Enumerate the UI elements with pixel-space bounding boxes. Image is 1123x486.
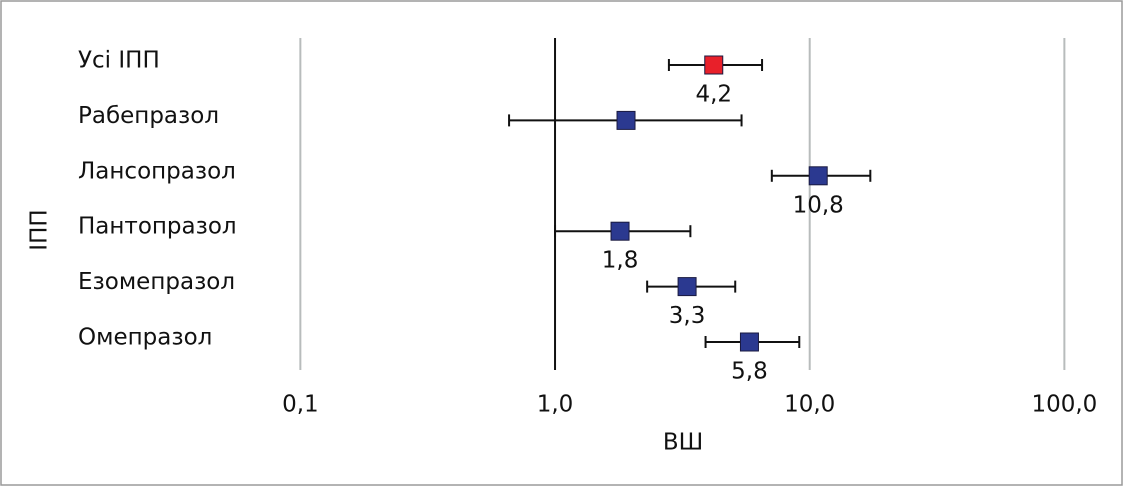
category-label: Лансопразол — [78, 158, 236, 184]
x-tick-label: 0,1 — [282, 392, 319, 418]
category-label: Усі ІПП — [78, 48, 160, 74]
x-axis-label: ВШ — [663, 430, 703, 456]
point-marker — [704, 55, 724, 75]
value-label: 10,8 — [793, 192, 844, 218]
point-marker — [610, 221, 630, 241]
category-label: Рабепразол — [78, 103, 219, 129]
point-marker — [739, 332, 759, 352]
value-label: 3,3 — [669, 303, 706, 329]
category-label: Пантопразол — [78, 214, 237, 240]
point-marker — [808, 166, 828, 186]
x-tick-label: 10,0 — [784, 392, 835, 418]
value-label: 4,2 — [695, 82, 732, 108]
category-label: Езомепразол — [78, 269, 235, 295]
value-label: 1,8 — [602, 248, 639, 274]
x-tick-label: 100,0 — [1031, 392, 1097, 418]
value-label: 5,8 — [731, 359, 768, 385]
y-axis-label: ІПП — [27, 209, 53, 250]
point-marker — [616, 110, 636, 130]
point-marker — [677, 277, 697, 297]
x-tick-label: 1,0 — [537, 392, 574, 418]
category-label: Омепразол — [78, 325, 212, 351]
